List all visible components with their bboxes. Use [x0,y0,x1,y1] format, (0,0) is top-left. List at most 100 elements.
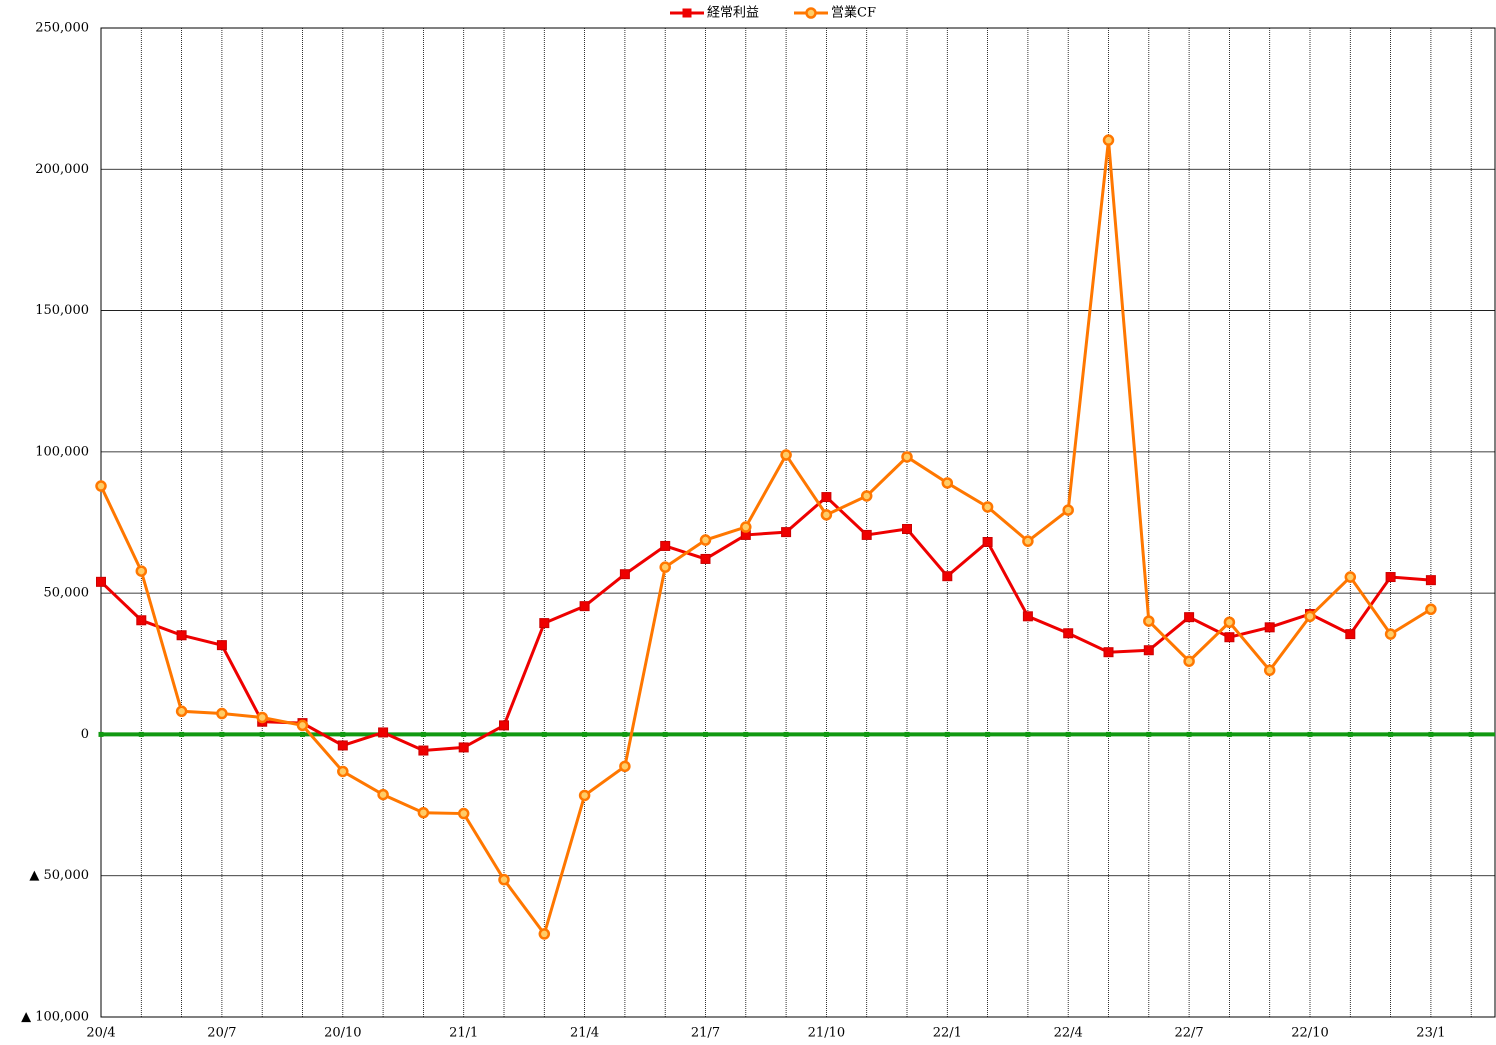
y-tick-label: ▲ 50,000 [29,868,89,883]
point [1385,572,1396,583]
point [1384,628,1397,640]
point [781,527,792,538]
point [659,561,671,573]
y-tick-label: 200,000 [35,162,89,177]
point [256,711,268,724]
point [660,540,671,551]
point [700,553,711,564]
baseline-marker [219,731,225,737]
point [1263,664,1276,677]
point [457,807,470,820]
baseline-marker [904,731,910,737]
baseline-marker [340,731,346,737]
baseline-marker [179,731,185,737]
baseline-marker [823,731,829,737]
x-tick-label: 21/4 [570,1026,599,1041]
point [1183,655,1195,667]
point [1425,575,1436,586]
point [1224,632,1235,643]
point [498,873,510,886]
point [942,571,953,582]
baseline-marker [622,731,628,737]
baseline-marker [1388,731,1394,737]
point [1062,504,1074,516]
baseline-marker [582,731,588,737]
point [1022,535,1034,547]
point [619,569,630,580]
plot-frame [100,27,1496,1018]
baseline-marker [259,731,265,737]
point [337,740,348,751]
baseline-marker [1025,731,1031,737]
baseline-marker [461,731,467,737]
baseline-marker [420,731,426,737]
baseline-marker [541,731,547,737]
baseline-marker [944,731,950,737]
point [1264,622,1275,633]
baseline-marker [1186,731,1192,737]
baseline-marker [743,731,749,737]
y-tick-label: 250,000 [35,21,89,36]
point [296,719,309,732]
point [941,477,954,489]
x-tick-label: 22/4 [1054,1026,1083,1041]
y-tick-label: 0 [81,727,89,742]
series-line [99,495,1432,753]
legend-label: 営業CF [831,5,876,21]
point [175,705,188,718]
baseline-marker [1267,731,1273,737]
point [820,509,833,521]
baseline-marker [1146,731,1152,737]
point [780,449,792,461]
point [1102,134,1115,146]
baseline-marker [300,731,305,737]
baseline-marker [1307,731,1313,737]
point [499,720,509,731]
baseline-marker [98,731,104,737]
y-tick-label: 150,000 [35,303,89,318]
baseline-marker [1065,731,1071,737]
point [1143,615,1155,627]
y-tick-label: 100,000 [35,444,89,459]
point [1344,571,1357,583]
point [1103,647,1114,658]
baseline-marker [864,731,870,737]
point [619,760,631,773]
x-tick-label: 22/1 [933,1026,962,1041]
point [1223,616,1236,628]
baseline-marker [985,731,991,737]
point [136,615,147,626]
x-tick-label: 20/7 [207,1026,236,1041]
point [458,742,469,753]
baseline-marker [138,731,144,737]
baseline-marker [783,731,789,737]
point [1063,628,1074,639]
point [1022,611,1033,622]
point [337,765,349,778]
legend-label: 経常利益 [707,6,759,21]
point [377,788,389,801]
x-tick-label: 22/10 [1291,1026,1328,1041]
point [216,707,228,720]
legend-marker [805,7,817,19]
x-tick-label: 21/7 [691,1026,720,1041]
x-tick-label: 20/4 [86,1026,115,1041]
point [821,492,832,503]
baseline-marker [1347,731,1353,737]
point [1304,610,1316,623]
point [539,618,550,629]
series [95,134,1437,940]
point [176,630,187,641]
baseline-marker [662,731,668,737]
point [417,806,430,819]
x-tick-label: 22/7 [1174,1026,1203,1041]
series [96,492,1436,756]
point [418,745,429,756]
point [135,565,148,577]
point [96,576,106,587]
baseline-marker [1468,731,1474,737]
x-tick-label: 21/1 [449,1026,478,1041]
baseline-marker [1428,731,1434,737]
point [699,534,712,546]
x-tick-label: 23/1 [1416,1026,1445,1041]
